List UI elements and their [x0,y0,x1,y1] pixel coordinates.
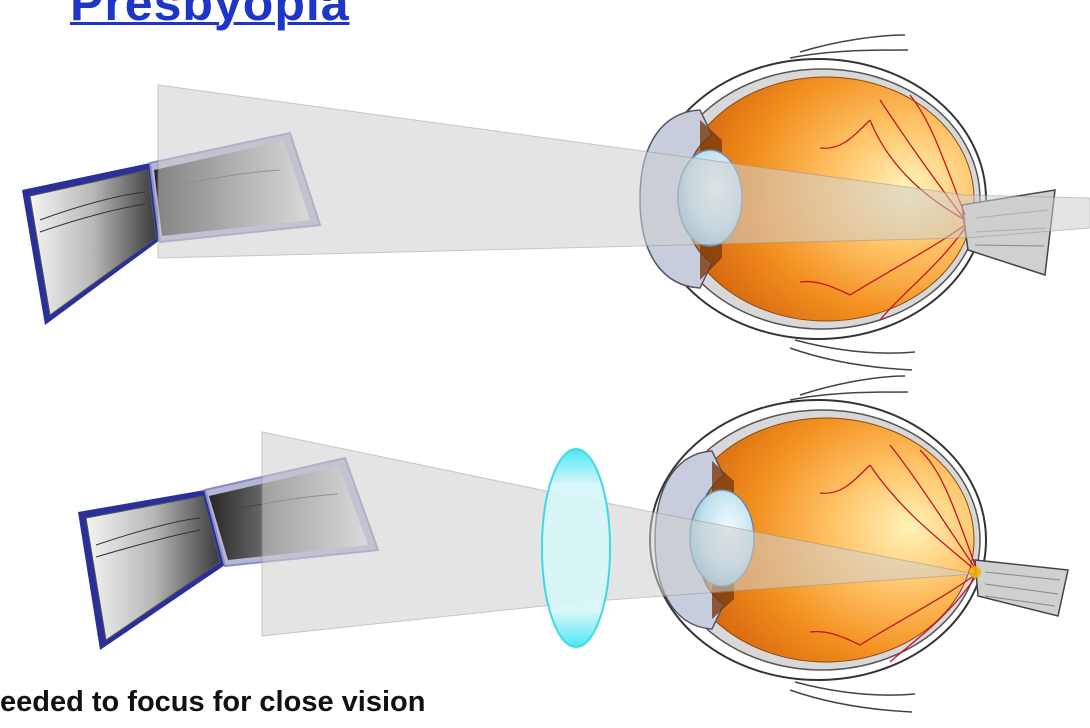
uncorrected-eye-panel [22,34,1090,371]
caption-text: eeded to focus for close vision [0,686,426,718]
page-title: Presbyopia [70,0,350,31]
eyeball-icon [649,375,1069,713]
light-cone [261,431,976,637]
corrected-eye-panel [78,375,1069,713]
corrective-lens-icon [541,448,611,648]
blood-vessels [809,444,976,663]
light-cone [157,84,1090,259]
